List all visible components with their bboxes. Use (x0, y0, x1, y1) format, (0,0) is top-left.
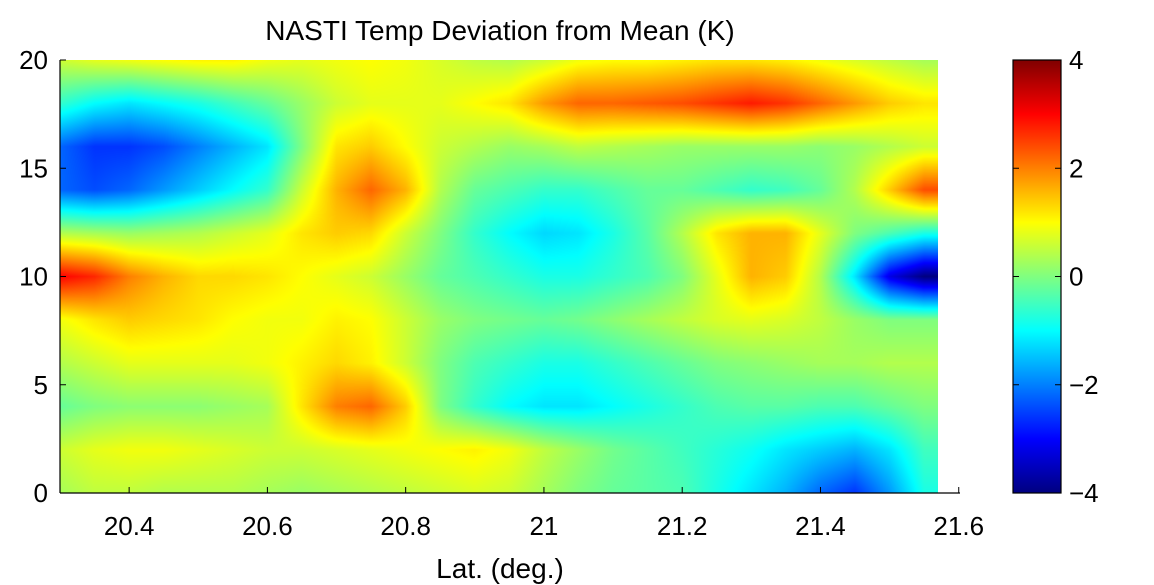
heatmap-image (60, 60, 938, 493)
chart-title: NASTI Temp Deviation from Mean (K) (265, 15, 734, 46)
colorbar-tick-label: 0 (1069, 262, 1083, 292)
x-tick-label: 21.4 (795, 511, 846, 541)
x-tick-label: 21 (529, 511, 558, 541)
colorbar-tick-label: 2 (1069, 153, 1083, 183)
x-tick-label: 20.8 (380, 511, 431, 541)
colorbar-tick-label: −4 (1069, 478, 1099, 508)
x-tick-label: 21.2 (657, 511, 708, 541)
y-tick-label: 0 (34, 478, 48, 508)
colorbar-bar (1012, 59, 1062, 494)
x-tick-label: 20.6 (242, 511, 293, 541)
x-tick-label: 20.4 (104, 511, 155, 541)
plot-area: 20.4 20.6 20.8 21 21.2 21.4 21.6 0 5 10 15 20 (19, 45, 984, 541)
y-tick-label: 15 (19, 153, 48, 183)
y-tick-label: 20 (19, 45, 48, 75)
colorbar-tick-label: 4 (1069, 45, 1083, 75)
y-tick-label: 10 (19, 262, 48, 292)
y-tick-label: 5 (34, 370, 48, 400)
colorbar-tick-label: −2 (1069, 370, 1099, 400)
x-tick-label: 21.6 (933, 511, 984, 541)
x-axis-label: Lat. (deg.) (436, 553, 564, 584)
colorbar: −4 −2 0 2 4 (1012, 45, 1099, 508)
